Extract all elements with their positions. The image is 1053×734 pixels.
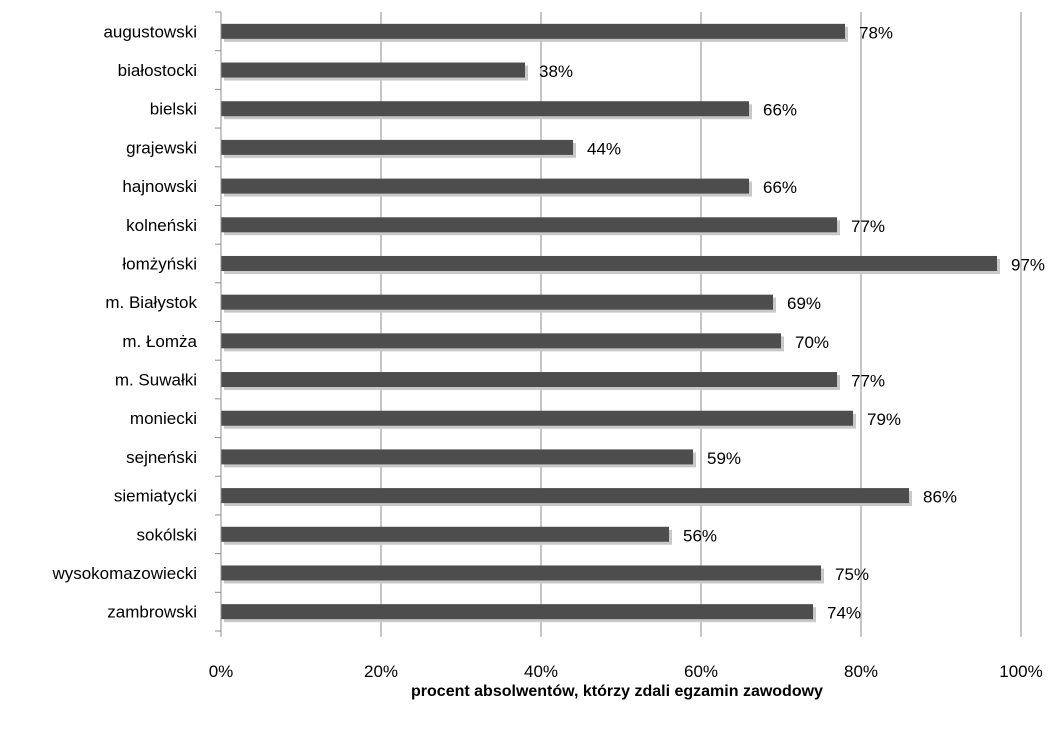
axes bbox=[215, 11, 1022, 637]
x-tick-label: 80% bbox=[844, 662, 878, 681]
bar bbox=[221, 178, 749, 194]
bar bbox=[221, 139, 573, 155]
bar bbox=[221, 101, 749, 117]
labels: 0% 20% 40% 60% 80% 100% augustowski 78% białosto… bbox=[51, 22, 1045, 681]
category-label: łomżyński bbox=[122, 254, 197, 273]
x-axis-title: procent absolwentów, którzy zdali egzami… bbox=[411, 683, 823, 700]
bar bbox=[221, 604, 813, 620]
category-label: m. Białystok bbox=[105, 293, 197, 312]
category-label: sejneński bbox=[126, 448, 197, 467]
data-label: 70% bbox=[795, 333, 829, 352]
bar bbox=[221, 565, 821, 581]
data-label: 66% bbox=[763, 101, 797, 120]
bar bbox=[221, 488, 909, 504]
category-label: bielski bbox=[150, 100, 197, 119]
category-label: hajnowski bbox=[122, 177, 197, 196]
bar bbox=[221, 333, 781, 349]
data-label: 77% bbox=[851, 372, 885, 391]
data-label: 66% bbox=[763, 178, 797, 197]
data-label: 74% bbox=[827, 604, 861, 623]
category-label: augustowski bbox=[103, 22, 197, 41]
data-label: 77% bbox=[851, 217, 885, 236]
x-tick-label: 20% bbox=[364, 662, 398, 681]
category-label: m. Łomża bbox=[122, 332, 197, 351]
x-tick-label: 40% bbox=[524, 662, 558, 681]
bar bbox=[221, 255, 997, 271]
category-label: wysokomazowiecki bbox=[51, 564, 197, 583]
category-label: grajewski bbox=[126, 138, 197, 157]
data-label: 69% bbox=[787, 294, 821, 313]
data-label: 56% bbox=[683, 526, 717, 545]
category-label: zambrowski bbox=[107, 603, 197, 622]
x-tick-label: 0% bbox=[209, 662, 234, 681]
data-label: 78% bbox=[859, 23, 893, 42]
category-label: sokólski bbox=[137, 525, 197, 544]
bar bbox=[221, 217, 837, 233]
category-label: moniecki bbox=[130, 409, 197, 428]
data-label: 44% bbox=[587, 139, 621, 158]
bar bbox=[221, 449, 693, 465]
x-tick-label: 60% bbox=[684, 662, 718, 681]
data-label: 79% bbox=[867, 410, 901, 429]
bar bbox=[221, 526, 669, 542]
bars bbox=[221, 23, 1000, 623]
x-tick-label: 100% bbox=[999, 662, 1042, 681]
data-label: 38% bbox=[539, 62, 573, 81]
category-label: siemiatycki bbox=[114, 487, 197, 506]
data-label: 86% bbox=[923, 488, 957, 507]
bar bbox=[221, 372, 837, 388]
data-label: 59% bbox=[707, 449, 741, 468]
data-label: 97% bbox=[1011, 255, 1045, 274]
bar bbox=[221, 62, 525, 78]
category-label: białostocki bbox=[118, 61, 197, 80]
bar bbox=[221, 294, 773, 310]
category-label: kolneński bbox=[126, 216, 197, 235]
data-label: 75% bbox=[835, 565, 869, 584]
bar bbox=[221, 410, 853, 426]
category-label: m. Suwałki bbox=[115, 371, 197, 390]
bar bbox=[221, 23, 845, 39]
